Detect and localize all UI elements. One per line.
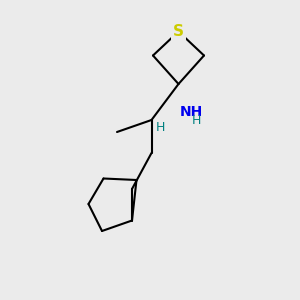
Text: H: H	[156, 121, 165, 134]
Text: NH: NH	[180, 106, 203, 119]
Text: S: S	[173, 24, 184, 39]
Text: H: H	[192, 113, 201, 127]
